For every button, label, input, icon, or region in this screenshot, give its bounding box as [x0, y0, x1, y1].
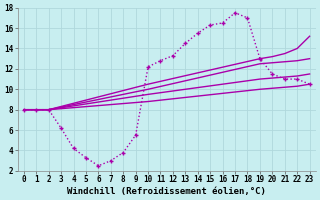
X-axis label: Windchill (Refroidissement éolien,°C): Windchill (Refroidissement éolien,°C) [67, 187, 266, 196]
